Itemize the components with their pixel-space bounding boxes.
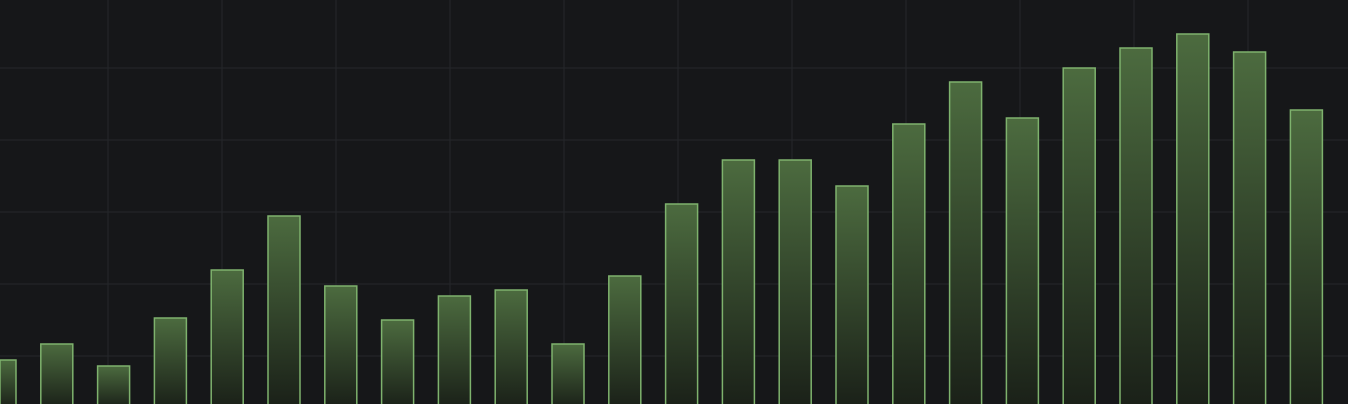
bar: [721, 159, 756, 404]
bar: [608, 275, 642, 404]
bar: [0, 359, 17, 404]
bar: [380, 319, 415, 404]
bar: [778, 159, 812, 404]
bar-series: [0, 33, 1324, 404]
bar: [1176, 33, 1210, 404]
bar: [153, 317, 188, 404]
bar: [1005, 117, 1040, 404]
bar: [1119, 47, 1153, 404]
bar: [892, 123, 926, 404]
bar: [551, 343, 585, 404]
bar: [437, 295, 472, 404]
bar: [267, 215, 301, 404]
bar: [835, 185, 869, 404]
bar: [324, 285, 358, 404]
bar: [1232, 51, 1267, 404]
bar: [40, 343, 74, 404]
bar: [1289, 109, 1324, 404]
bar: [494, 289, 528, 404]
bar: [210, 269, 244, 404]
bar: [96, 365, 131, 404]
bar: [1062, 67, 1096, 404]
bar: [664, 203, 699, 404]
bar: [948, 81, 983, 404]
